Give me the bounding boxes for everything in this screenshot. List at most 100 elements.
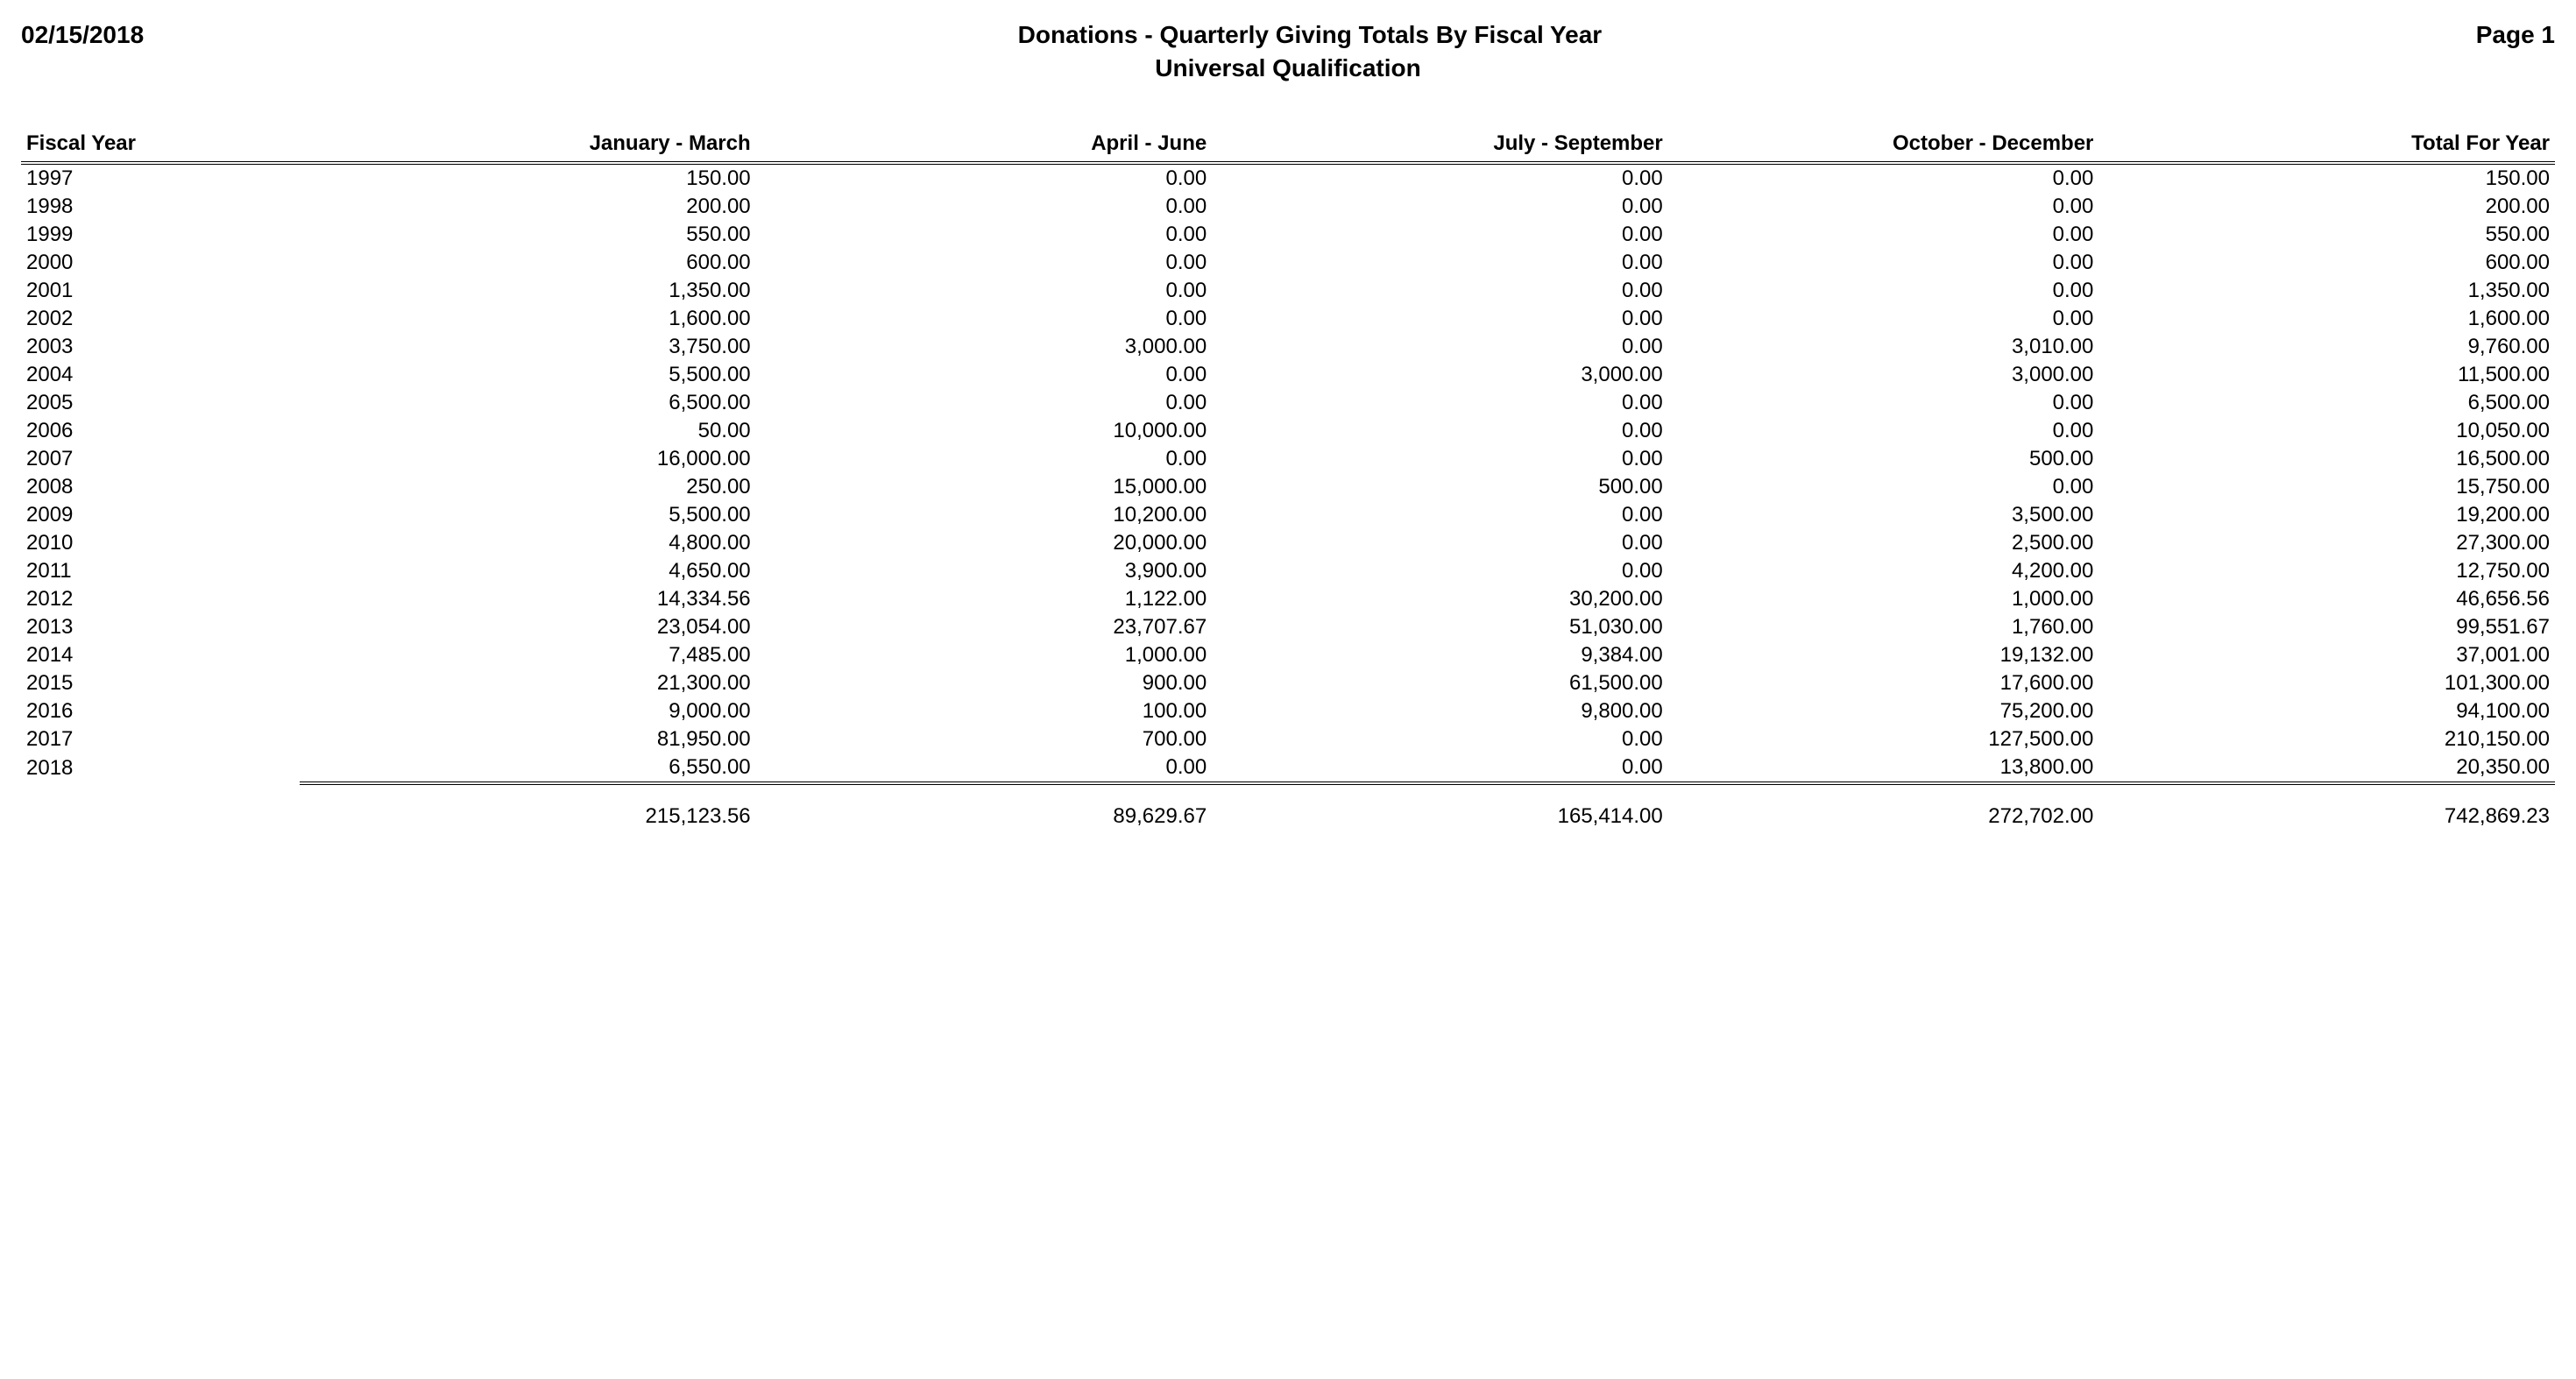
table-cell: 0.00 [1212, 277, 1668, 305]
table-row: 20056,500.000.000.000.006,500.00 [21, 389, 2555, 417]
table-cell: 37,001.00 [2098, 641, 2555, 669]
table-cell: 3,000.00 [1668, 361, 2099, 389]
table-row: 1998200.000.000.000.00200.00 [21, 193, 2555, 221]
table-row: 201323,054.0023,707.6751,030.001,760.009… [21, 613, 2555, 641]
table-cell: 3,010.00 [1668, 333, 2099, 361]
table-cell: 2001 [21, 277, 300, 305]
table-total-cell [21, 785, 300, 831]
table-cell: 1,350.00 [300, 277, 756, 305]
table-cell: 3,900.00 [756, 557, 1213, 585]
table-cell: 0.00 [1212, 725, 1668, 753]
table-cell: 3,000.00 [1212, 361, 1668, 389]
table-row: 1999550.000.000.000.00550.00 [21, 221, 2555, 249]
table-cell: 0.00 [1668, 221, 2099, 249]
table-cell: 0.00 [1212, 529, 1668, 557]
table-cell: 1,000.00 [756, 641, 1213, 669]
table-cell: 5,500.00 [300, 501, 756, 529]
table-cell: 1999 [21, 221, 300, 249]
table-cell: 0.00 [756, 221, 1213, 249]
table-cell: 4,200.00 [1668, 557, 2099, 585]
table-cell: 0.00 [1668, 417, 2099, 445]
table-cell: 14,334.56 [300, 585, 756, 613]
table-row: 20114,650.003,900.000.004,200.0012,750.0… [21, 557, 2555, 585]
table-total-cell: 272,702.00 [1668, 785, 2099, 831]
table-cell: 2006 [21, 417, 300, 445]
table-cell: 15,750.00 [2098, 473, 2555, 501]
table-cell: 0.00 [1668, 389, 2099, 417]
table-cell: 0.00 [1668, 163, 2099, 193]
table-cell: 200.00 [300, 193, 756, 221]
table-cell: 2003 [21, 333, 300, 361]
table-cell: 0.00 [1212, 333, 1668, 361]
table-cell: 9,760.00 [2098, 333, 2555, 361]
table-cell: 10,200.00 [756, 501, 1213, 529]
table-cell: 500.00 [1212, 473, 1668, 501]
table-cell: 13,800.00 [1668, 753, 2099, 783]
table-cell: 1,350.00 [2098, 277, 2555, 305]
table-cell: 0.00 [1668, 305, 2099, 333]
table-header-row: Fiscal Year January - March April - June… [21, 124, 2555, 163]
table-totals-row: 215,123.5689,629.67165,414.00272,702.007… [21, 785, 2555, 831]
table-total-cell: 742,869.23 [2098, 785, 2555, 831]
table-cell: 0.00 [756, 163, 1213, 193]
table-cell: 2002 [21, 305, 300, 333]
table-cell: 1,122.00 [756, 585, 1213, 613]
table-cell: 2010 [21, 529, 300, 557]
table-cell: 4,650.00 [300, 557, 756, 585]
table-cell: 6,500.00 [300, 389, 756, 417]
table-cell: 0.00 [756, 277, 1213, 305]
table-row: 20045,500.000.003,000.003,000.0011,500.0… [21, 361, 2555, 389]
table-cell: 2008 [21, 473, 300, 501]
table-cell: 0.00 [1212, 305, 1668, 333]
table-cell: 2000 [21, 249, 300, 277]
table-cell: 4,800.00 [300, 529, 756, 557]
table-cell: 30,200.00 [1212, 585, 1668, 613]
table-cell: 51,030.00 [1212, 613, 1668, 641]
table-cell: 10,050.00 [2098, 417, 2555, 445]
table-cell: 50.00 [300, 417, 756, 445]
table-cell: 20,000.00 [756, 529, 1213, 557]
table-cell: 0.00 [1212, 389, 1668, 417]
table-body: 1997150.000.000.000.00150.001998200.000.… [21, 163, 2555, 831]
table-cell: 2012 [21, 585, 300, 613]
table-row: 20033,750.003,000.000.003,010.009,760.00 [21, 333, 2555, 361]
table-cell: 0.00 [1212, 445, 1668, 473]
table-cell: 150.00 [2098, 163, 2555, 193]
table-cell: 0.00 [756, 193, 1213, 221]
table-cell: 2013 [21, 613, 300, 641]
table-cell: 2011 [21, 557, 300, 585]
table-cell: 550.00 [300, 221, 756, 249]
table-cell: 20,350.00 [2098, 753, 2555, 783]
table-cell: 27,300.00 [2098, 529, 2555, 557]
table-row: 20104,800.0020,000.000.002,500.0027,300.… [21, 529, 2555, 557]
report-date: 02/15/2018 [21, 21, 144, 49]
table-cell: 2016 [21, 697, 300, 725]
table-cell: 3,000.00 [756, 333, 1213, 361]
table-cell: 210,150.00 [2098, 725, 2555, 753]
table-cell: 3,500.00 [1668, 501, 2099, 529]
table-cell: 2009 [21, 501, 300, 529]
table-cell: 9,384.00 [1212, 641, 1668, 669]
table-cell: 101,300.00 [2098, 669, 2555, 697]
table-cell: 2,500.00 [1668, 529, 2099, 557]
report-header: 02/15/2018 Donations - Quarterly Giving … [21, 21, 2555, 49]
table-cell: 0.00 [1212, 193, 1668, 221]
table-cell: 0.00 [756, 361, 1213, 389]
table-cell: 6,550.00 [300, 753, 756, 783]
table-row: 20169,000.00100.009,800.0075,200.0094,10… [21, 697, 2555, 725]
table-cell: 0.00 [756, 389, 1213, 417]
table-cell: 11,500.00 [2098, 361, 2555, 389]
table-row: 201781,950.00700.000.00127,500.00210,150… [21, 725, 2555, 753]
table-row: 1997150.000.000.000.00150.00 [21, 163, 2555, 193]
table-cell: 19,200.00 [2098, 501, 2555, 529]
table-total-cell: 165,414.00 [1212, 785, 1668, 831]
table-row: 201521,300.00900.0061,500.0017,600.00101… [21, 669, 2555, 697]
table-row: 20147,485.001,000.009,384.0019,132.0037,… [21, 641, 2555, 669]
table-cell: 7,485.00 [300, 641, 756, 669]
table-total-cell: 89,629.67 [756, 785, 1213, 831]
table-cell: 2005 [21, 389, 300, 417]
table-cell: 1,000.00 [1668, 585, 2099, 613]
table-cell: 600.00 [2098, 249, 2555, 277]
table-row: 2000600.000.000.000.00600.00 [21, 249, 2555, 277]
table-cell: 6,500.00 [2098, 389, 2555, 417]
